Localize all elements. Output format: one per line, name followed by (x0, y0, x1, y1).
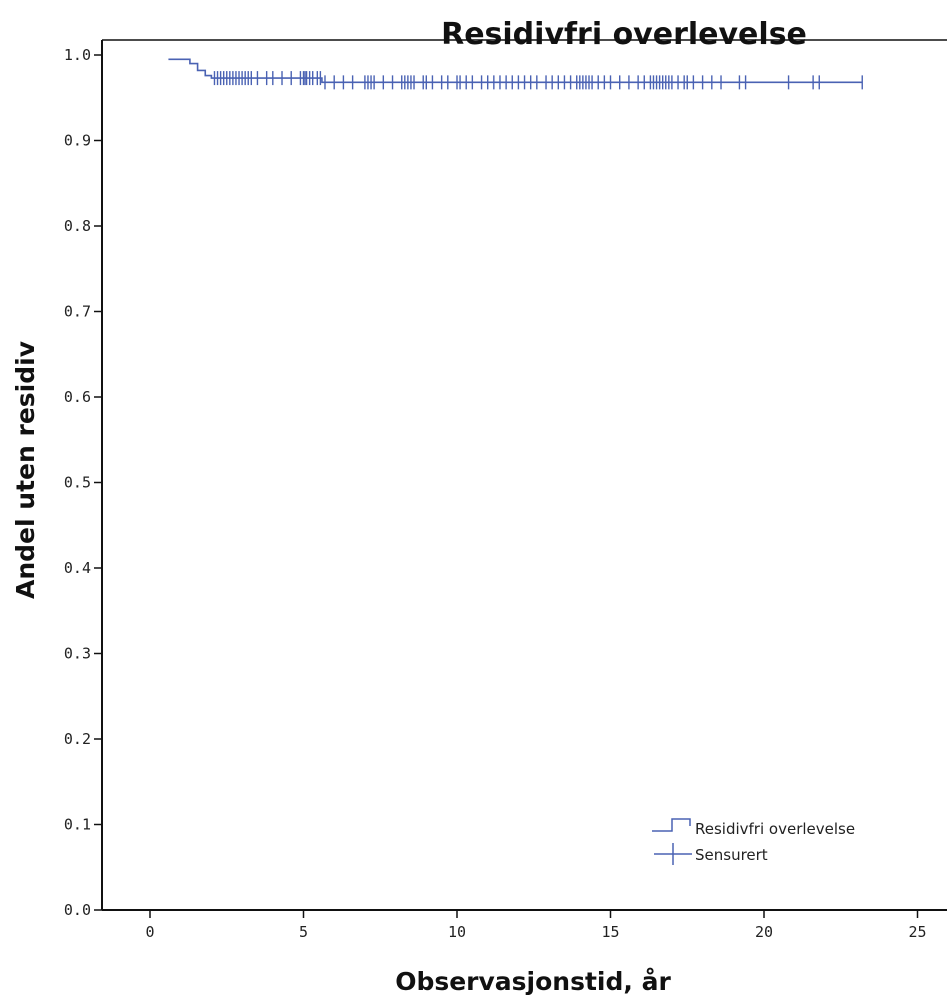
y-tick-label: 0.8 (64, 217, 91, 235)
x-tick-label: 20 (755, 923, 773, 941)
x-tick-label: 15 (601, 923, 619, 941)
legend-swatch-step (652, 818, 691, 832)
legend-label-sensurert: Sensurert (695, 846, 768, 864)
y-tick-label: 0.2 (64, 730, 91, 748)
y-tick-label: 0.5 (64, 474, 91, 492)
x-tick-label: 10 (448, 923, 466, 941)
legend-label-residivfri: Residivfri overlevelse (695, 820, 855, 838)
y-tick-label: 0.7 (64, 303, 91, 321)
y-axis-ticks: 0.0 0.1 0.2 0.3 0.4 0.5 0.6 0.7 0.8 0.9 1.0 (64, 46, 102, 919)
y-tick-label: 0.6 (64, 388, 91, 406)
survival-step-line (168, 58, 863, 84)
x-tick-label: 0 (145, 923, 154, 941)
y-tick-label: 0.1 (64, 816, 91, 834)
censor-marks (213, 71, 863, 90)
y-tick-label: 0.9 (64, 132, 91, 150)
x-tick-label: 5 (299, 923, 308, 941)
y-tick-label: 0.0 (64, 901, 91, 919)
x-axis-label: Observasjonstid, år (395, 967, 671, 996)
chart-title: Residivfri overlevelse (441, 17, 807, 52)
x-tick-label: 25 (908, 923, 926, 941)
survival-curve (168, 58, 863, 84)
y-axis-label: Andel uten residiv (11, 341, 40, 599)
y-tick-label: 1.0 (64, 46, 91, 64)
plot-axes (101, 39, 947, 911)
y-tick-label: 0.3 (64, 645, 91, 663)
x-axis-ticks: 0 5 10 15 20 25 (145, 910, 927, 941)
y-tick-label: 0.4 (64, 559, 91, 577)
legend: Residivfri overlevelse Sensurert (652, 818, 855, 865)
